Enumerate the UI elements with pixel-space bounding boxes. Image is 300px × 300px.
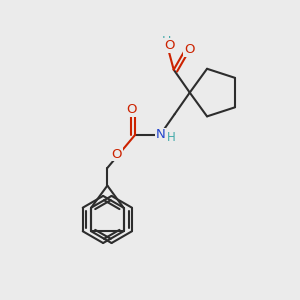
Text: O: O	[112, 148, 122, 160]
Text: O: O	[164, 39, 174, 52]
Text: O: O	[126, 103, 136, 116]
Text: H: H	[167, 131, 176, 144]
Text: N: N	[155, 128, 165, 141]
Text: H: H	[162, 35, 172, 48]
Text: O: O	[184, 44, 195, 56]
